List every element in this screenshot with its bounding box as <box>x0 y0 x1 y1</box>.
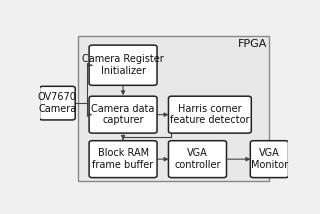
Text: FPGA: FPGA <box>237 39 267 49</box>
Text: VGA
controller: VGA controller <box>174 148 221 170</box>
FancyBboxPatch shape <box>89 45 157 85</box>
FancyBboxPatch shape <box>168 141 227 178</box>
Text: Camera Register
Initializer: Camera Register Initializer <box>82 54 164 76</box>
Text: Harris corner
feature detector: Harris corner feature detector <box>170 104 250 125</box>
FancyBboxPatch shape <box>78 36 269 181</box>
FancyBboxPatch shape <box>39 86 75 120</box>
Text: Block RAM
frame buffer: Block RAM frame buffer <box>92 148 154 170</box>
FancyBboxPatch shape <box>89 141 157 178</box>
Text: Camera data
capturer: Camera data capturer <box>92 104 155 125</box>
FancyBboxPatch shape <box>250 141 289 178</box>
FancyBboxPatch shape <box>168 96 251 133</box>
Text: OV7670
Camera: OV7670 Camera <box>38 92 77 114</box>
FancyBboxPatch shape <box>89 96 157 133</box>
Text: VGA
Monitor: VGA Monitor <box>251 148 288 170</box>
